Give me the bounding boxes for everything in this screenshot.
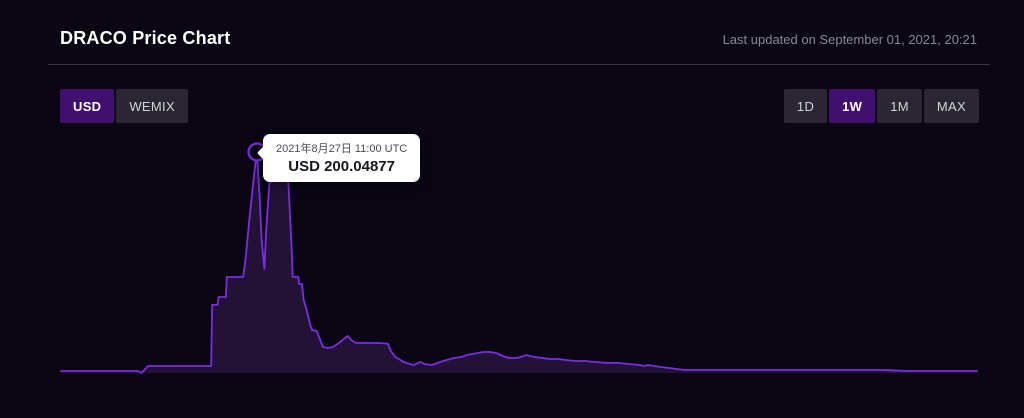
currency-wemix-button[interactable]: WEMIX [116, 89, 188, 123]
range-1d-button[interactable]: 1D [783, 89, 828, 123]
range-max-button[interactable]: MAX [923, 89, 979, 123]
currency-usd-button[interactable]: USD [60, 89, 115, 123]
price-area [61, 139, 977, 373]
tooltip-date: 2021年8月27日 11:00 UTC [276, 143, 408, 155]
page-title: DRACO Price Chart [60, 28, 231, 48]
chart-controls: USD WEMIX 1D 1W 1M MAX [60, 89, 979, 123]
chart-tooltip: 2021年8月27日 11:00 UTC USD 200.04877 [256, 134, 421, 182]
price-line [60, 138, 978, 374]
range-1w-button[interactable]: 1W [829, 89, 876, 123]
header-divider [48, 64, 990, 65]
last-updated-label: Last updated on September 01, 2021, 20:2… [722, 32, 977, 47]
range-toggle-group: 1D 1W 1M MAX [783, 89, 979, 123]
currency-toggle-group: USD WEMIX [60, 89, 188, 123]
tooltip-value: USD 200.04877 [288, 158, 395, 175]
chart-header: DRACO Price Chart Last updated on Septem… [60, 0, 977, 49]
range-1m-button[interactable]: 1M [877, 89, 922, 123]
